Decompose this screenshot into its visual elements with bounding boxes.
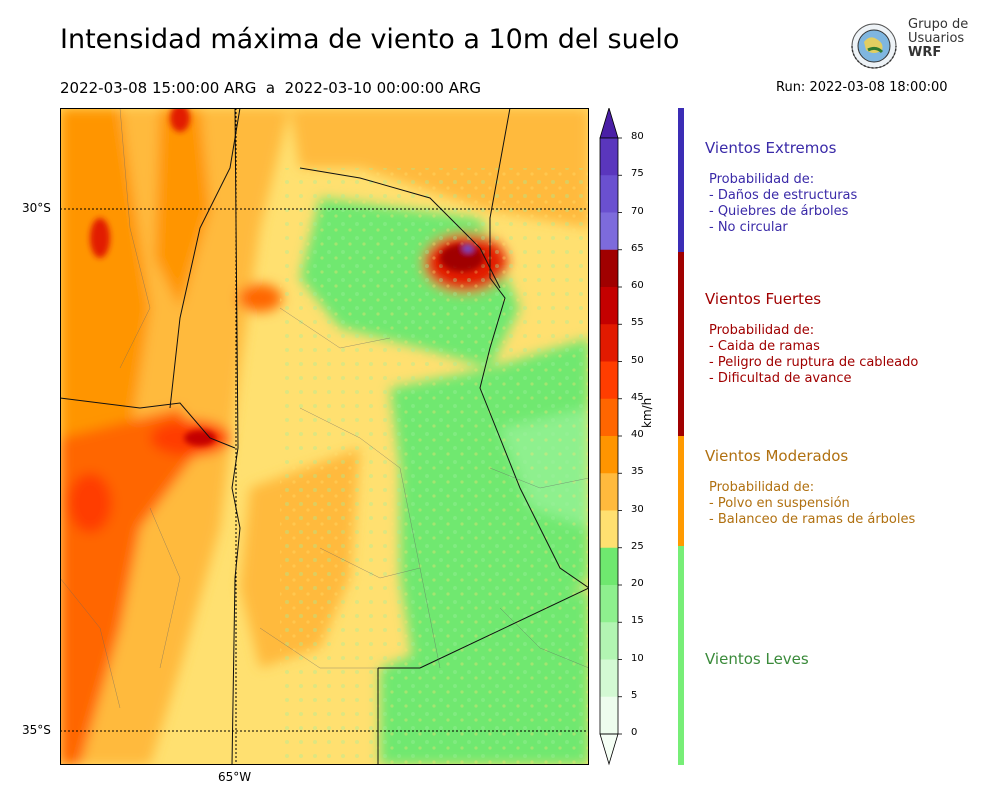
category-bar [678,252,684,436]
colorbar-tick-label: 0 [631,727,638,738]
colorbar-bin [600,212,618,251]
colorbar-bin [600,249,618,288]
colorbar-tick-label: 55 [631,317,644,329]
category-line: - No circular [709,220,788,235]
category-line: - Balanceo de ramas de árboles [709,512,916,527]
colorbar-bin [600,175,618,213]
colorbar [599,108,622,766]
category-line: - Daños de estructuras [709,188,858,203]
colorbar-bin [600,622,618,660]
logo-line-3: WRF [908,45,942,60]
colorbar-tick-label: 10 [631,652,644,664]
category-line: Probabilidad de: [709,172,815,187]
colorbar-bin [600,696,618,735]
colorbar-tick-label: 45 [631,391,644,403]
colorbar-bin [600,324,618,362]
grupo-wrf-logo [851,23,897,69]
category-description: Probabilidad de: - Polvo en suspensión - B… [709,480,915,528]
colorbar-bin [600,398,618,437]
colorbar-tick-label: 40 [631,429,644,440]
category-line: - Dificultad de avance [709,371,852,386]
category-title: Vientos Moderados [705,447,849,465]
colorbar-tick-label: 80 [631,131,644,142]
colorbar-bin [600,510,618,549]
category-line: - Quiebres de árboles [709,204,849,219]
category-description: Probabilidad de: - Caida de ramas - Peligr… [709,323,918,387]
wind-map [60,108,589,765]
colorbar-tick-label: 70 [631,205,644,217]
colorbar-tick-label: 65 [631,242,644,254]
colorbar-bin [600,361,618,400]
lat-label-35s: 35°S [22,723,51,737]
lat-label-30s: 30°S [22,201,51,215]
colorbar-unit: km/h [640,397,654,428]
colorbar-bin [600,436,618,474]
colorbar-tick-label: 5 [631,689,638,701]
category-title: Vientos Extremos [705,139,837,157]
colorbar-extend-top [599,108,619,139]
colorbar-tick-label: 75 [631,168,644,180]
colorbar-tick-label: 20 [631,578,644,589]
logo-text: Grupo de Usuarios WRF [908,18,968,60]
colorbar-tick-label: 15 [631,615,644,627]
colorbar-bin [600,585,618,623]
category-bar [678,436,684,546]
colorbar-tick-label: 25 [631,540,644,552]
category-line: - Caida de ramas [709,339,820,354]
colorbar-bin [600,138,618,176]
category-title: Vientos Leves [705,650,809,668]
category-bar [678,108,684,252]
logo-line-2: Usuarios [908,31,965,46]
colorbar-tick-label: 50 [631,354,644,366]
category-line: Probabilidad de: [709,323,815,338]
category-title: Vientos Fuertes [705,290,822,308]
logo-line-1: Grupo de [908,17,969,32]
colorbar-extend-bottom [599,733,619,766]
lon-label-65w: 65°W [218,770,252,784]
category-description: Probabilidad de: - Daños de estructuras - … [709,172,857,236]
colorbar-bin [600,473,618,511]
run-timestamp: Run: 2022-03-08 18:00:00 [776,80,948,95]
colorbar-tick-label: 30 [631,503,644,515]
category-line: Probabilidad de: [709,480,815,495]
colorbar-bin [600,287,618,325]
colorbar-bin [600,659,618,698]
category-bar [678,546,684,765]
colorbar-bin [600,547,618,586]
category-line: - Polvo en suspensión [709,496,850,511]
forecast-period: 2022-03-08 15:00:00 ARG a 2022-03-10 00:… [60,79,482,97]
colorbar-tick-label: 35 [631,466,644,478]
colorbar-tick-label: 60 [631,280,644,291]
chart-title: Intensidad máxima de viento a 10m del su… [60,24,680,55]
category-line: - Peligro de ruptura de cableado [709,355,919,370]
